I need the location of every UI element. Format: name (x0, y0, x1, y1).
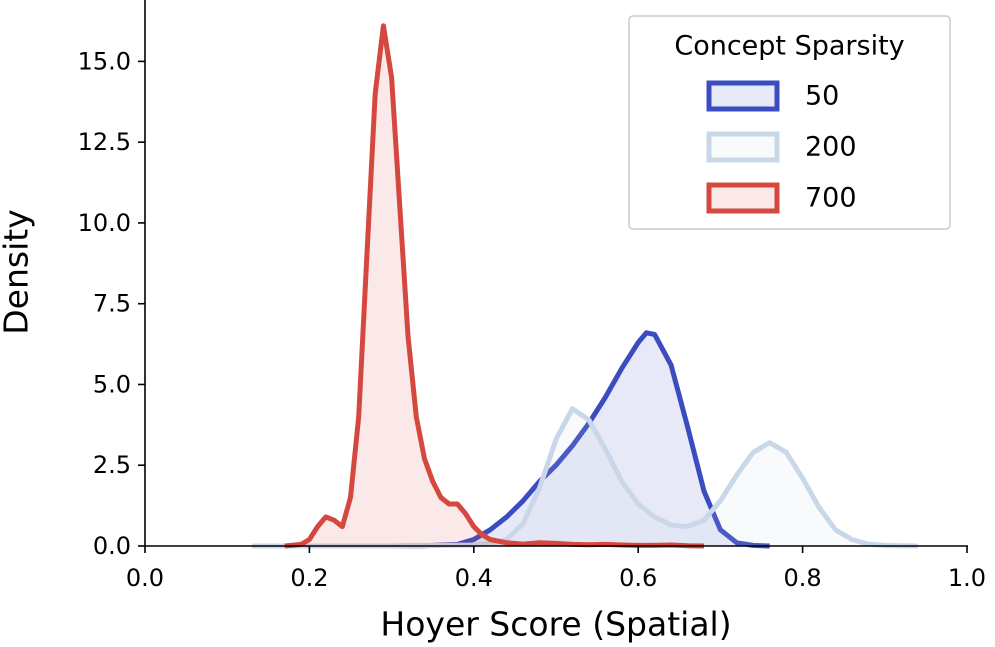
x-axis-label: Hoyer Score (Spatial) (380, 605, 731, 644)
legend-swatch (706, 80, 780, 112)
x-tick-label: 0.0 (126, 564, 164, 592)
legend-label: 700 (805, 183, 857, 214)
density-line (391, 330, 770, 549)
x-tick-label: 0.6 (619, 564, 657, 592)
legend-title: Concept Sparsity (674, 31, 904, 62)
x-tick-label: 0.2 (290, 564, 328, 592)
y-tick-label: 0.0 (93, 532, 131, 560)
density-line (251, 406, 918, 549)
legend-label: 50 (805, 81, 839, 112)
y-tick-label: 15.0 (78, 47, 131, 75)
legend-label: 200 (805, 132, 857, 163)
density-line (284, 23, 705, 549)
x-tick-label: 1.0 (948, 564, 986, 592)
y-tick-label: 12.5 (78, 128, 131, 156)
y-tick-label: 2.5 (93, 451, 131, 479)
legend-box (628, 15, 951, 230)
legend-swatch (706, 131, 780, 163)
density-area (284, 25, 704, 547)
y-axis-label: Density (0, 209, 36, 334)
density-area (251, 408, 918, 546)
y-tick-label: 7.5 (93, 290, 131, 318)
x-tick-label: 0.4 (455, 564, 493, 592)
y-tick-label: 5.0 (93, 370, 131, 398)
x-tick-label: 0.8 (784, 564, 822, 592)
y-tick-label: 10.0 (78, 209, 131, 237)
legend-swatch (706, 182, 780, 214)
